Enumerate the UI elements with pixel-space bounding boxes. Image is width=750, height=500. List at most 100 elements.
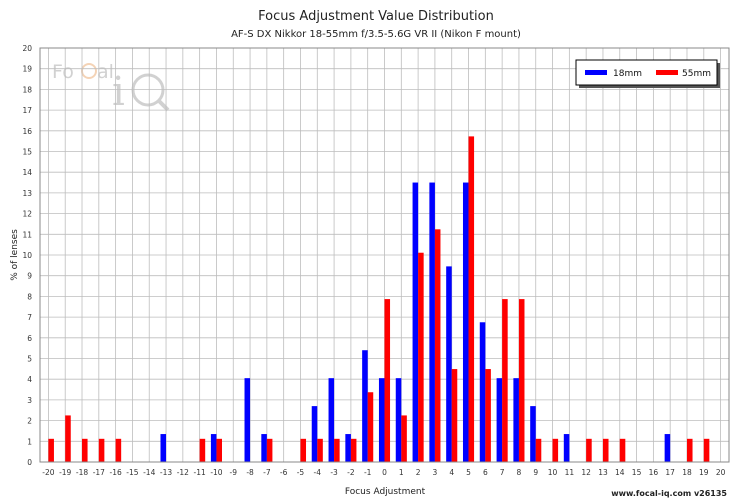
bar-55mm--17 <box>98 438 105 462</box>
y-tick-label: 5 <box>27 355 32 364</box>
y-tick-label: 19 <box>22 65 32 74</box>
chart-axes <box>39 47 730 463</box>
bar-55mm-2 <box>418 252 424 462</box>
x-tick-label: 1 <box>399 468 404 477</box>
y-tick-label: 8 <box>27 292 32 301</box>
plot-frame <box>39 47 730 463</box>
bar-55mm--19 <box>65 415 71 462</box>
x-tick-label: 19 <box>699 468 709 477</box>
bar-55mm-5 <box>468 136 475 462</box>
bar-55mm--4 <box>317 438 323 462</box>
x-tick-label: -12 <box>177 468 189 477</box>
bar-55mm--16 <box>115 438 122 462</box>
svg-text:al: al <box>97 61 114 83</box>
bar-55mm--7 <box>266 438 273 462</box>
bar-55mm-18 <box>686 438 693 462</box>
y-tick-label: 1 <box>27 437 32 446</box>
bar-55mm-19 <box>703 438 710 462</box>
y-tick-label: 9 <box>27 272 32 281</box>
bar-55mm-6 <box>485 369 491 462</box>
bar-18mm-5 <box>462 182 469 463</box>
x-tick-label: 5 <box>466 468 471 477</box>
y-tick-label: 18 <box>22 85 32 94</box>
bar-55mm-13 <box>602 438 609 462</box>
x-tick-label: -20 <box>42 468 54 477</box>
svg-text:Fo: Fo <box>52 61 74 83</box>
footer-credit: www.focal-iq.com v26135 <box>611 489 727 498</box>
bar-18mm--10 <box>210 434 217 462</box>
x-tick-label: 0 <box>382 468 387 477</box>
legend-swatch-55mm <box>656 70 678 75</box>
y-tick-label: 13 <box>22 189 32 198</box>
bar-18mm--7 <box>261 434 267 462</box>
x-tick-label: 18 <box>682 468 692 477</box>
y-tick-label: 4 <box>27 375 32 384</box>
y-tick-label: 17 <box>22 106 32 115</box>
x-tick-label: -9 <box>230 468 238 477</box>
x-tick-label: 4 <box>449 468 454 477</box>
bar-18mm--1 <box>362 350 368 462</box>
y-tick-label: 11 <box>22 230 32 239</box>
bar-55mm-9 <box>535 438 542 462</box>
y-tick-label: 0 <box>27 458 32 467</box>
x-tick-label: 15 <box>632 468 642 477</box>
x-tick-label: 3 <box>433 468 438 477</box>
x-tick-label: 6 <box>483 468 488 477</box>
legend-label-18mm: 18mm <box>613 69 642 79</box>
bar-18mm--4 <box>311 406 318 462</box>
x-tick-label: 2 <box>416 468 421 477</box>
bar-18mm--13 <box>160 434 167 462</box>
bar-55mm-3 <box>434 229 441 462</box>
bar-55mm--3 <box>334 438 340 462</box>
bar-18mm-0 <box>378 378 385 462</box>
x-tick-label: -8 <box>246 468 254 477</box>
bar-18mm--2 <box>345 434 351 462</box>
x-tick-label: -6 <box>280 468 288 477</box>
y-tick-label: 12 <box>22 210 32 219</box>
x-tick-label: 16 <box>649 468 659 477</box>
x-tick-label: -18 <box>76 468 88 477</box>
bar-18mm--8 <box>244 378 251 462</box>
chart-subtitle: AF-S DX Nikkor 18-55mm f/3.5-5.6G VR II … <box>231 29 521 40</box>
bar-18mm--3 <box>328 378 335 462</box>
y-tick-label: 15 <box>22 148 32 157</box>
x-tick-labels: -20 -19 -18 -17 -16 -15 -14 -13 -12 -11 -10 -9 -8 -7-… <box>42 468 725 477</box>
bar-55mm-1 <box>401 415 407 462</box>
y-tick-label: 3 <box>27 396 32 405</box>
x-tick-label: 12 <box>581 468 591 477</box>
bar-55mm-8 <box>518 299 525 462</box>
bar-55mm-10 <box>552 438 559 462</box>
bar-55mm--1 <box>367 392 374 462</box>
x-tick-label: 14 <box>615 468 625 477</box>
y-tick-label: 14 <box>22 168 32 177</box>
x-tick-label: -2 <box>347 468 355 477</box>
x-tick-label: -5 <box>297 468 305 477</box>
x-tick-label: -13 <box>160 468 172 477</box>
chart-legend: 18mm 55mm <box>575 59 720 88</box>
bar-55mm--10 <box>216 438 222 462</box>
x-tick-label: 8 <box>517 468 522 477</box>
x-tick-label: -11 <box>194 468 206 477</box>
x-axis-label: Focus Adjustment <box>345 487 426 497</box>
y-tick-label: 6 <box>27 334 32 343</box>
legend-label-55mm: 55mm <box>682 69 711 79</box>
bar-55mm-0 <box>384 299 391 462</box>
x-tick-label: -4 <box>314 468 322 477</box>
y-tick-label: 10 <box>22 251 32 260</box>
bar-18mm-3 <box>429 182 435 463</box>
bar-55mm--18 <box>82 438 88 462</box>
bar-55mm--20 <box>48 438 54 462</box>
focal-iq-logo: Fo al i <box>52 61 170 115</box>
x-tick-label: 17 <box>665 468 675 477</box>
bar-55mm-12 <box>586 438 592 462</box>
svg-text:i: i <box>112 69 125 115</box>
x-tick-label: -3 <box>330 468 338 477</box>
bar-18mm-4 <box>446 266 452 462</box>
x-tick-label: -10 <box>210 468 222 477</box>
x-tick-label: 7 <box>500 468 505 477</box>
x-tick-label: 13 <box>598 468 608 477</box>
bar-55mm-14 <box>619 438 626 462</box>
y-axis-label: % of lenses <box>10 229 20 281</box>
